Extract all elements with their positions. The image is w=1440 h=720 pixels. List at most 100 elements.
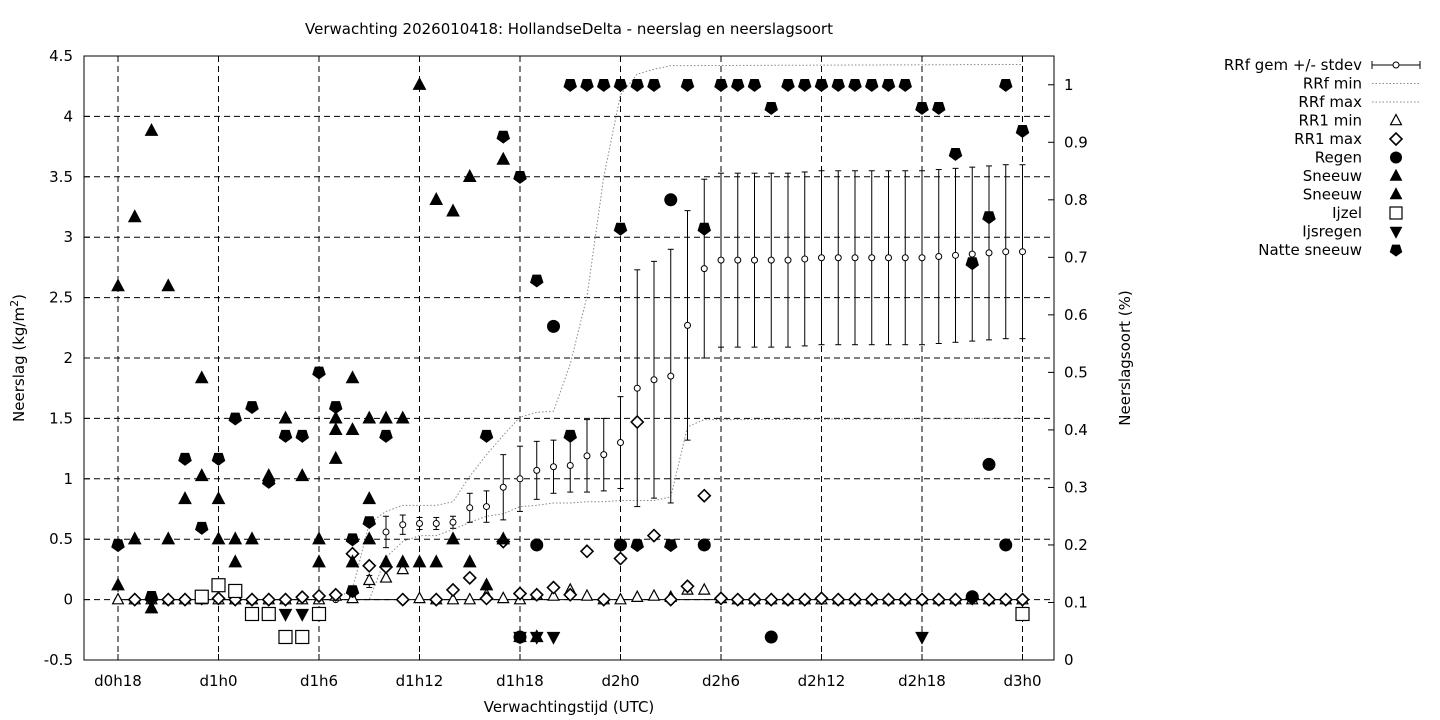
rr1-max-point (395, 592, 410, 607)
legend-label: Ijsregen (1302, 223, 1362, 241)
rrf-mean-point (583, 452, 591, 460)
legend-label: Sneeuw (1303, 186, 1362, 204)
sneeuw-point (312, 554, 326, 568)
x-tick-label: d2h0 (601, 672, 639, 690)
natte-sneeuw-point (228, 412, 242, 426)
sneeuw-point (328, 422, 343, 436)
regen-point (547, 319, 560, 333)
natte-sneeuw-point (915, 102, 929, 115)
y2-tick-label: 0.3 (1064, 478, 1088, 496)
y-tick-label: 2 (63, 349, 73, 367)
natte-sneeuw-point (865, 79, 879, 92)
ijsregen-point (513, 631, 527, 645)
rrf-mean-point (968, 250, 976, 258)
rr1-max-point (529, 587, 544, 602)
natte-sneeuw-point (664, 539, 678, 553)
natte-sneeuw-point (178, 452, 192, 466)
rrf-mean-point (399, 521, 407, 529)
ijzel-point (295, 629, 310, 645)
rr1-max-point (998, 592, 1013, 607)
rrf-mean-point (801, 255, 809, 263)
y-axis-label: Neerslag (kg/m2) (8, 294, 28, 422)
regen-point (664, 193, 678, 207)
ijsregen-point (915, 631, 929, 645)
natte-sneeuw-point (111, 539, 125, 553)
natte-sneeuw-point (345, 533, 360, 547)
sneeuw-point (111, 577, 125, 591)
regen-point (965, 590, 979, 604)
rrf-mean-point (767, 256, 775, 264)
natte-sneeuw-point (144, 591, 159, 604)
y-tick-label: 0 (63, 591, 73, 609)
sneeuw-point (379, 554, 393, 568)
regen-point (530, 538, 544, 552)
natte-sneeuw-point (731, 79, 745, 92)
legend-marker (1389, 226, 1403, 239)
x-tick-label: d2h18 (898, 672, 946, 690)
legend-marker (1389, 244, 1403, 257)
ijsregen-point (295, 608, 310, 622)
rr1-min-point (630, 589, 644, 602)
sneeuw-point (446, 531, 460, 545)
natte-sneeuw-point (295, 429, 309, 443)
x-tick-label: d0h18 (94, 672, 142, 690)
rrf-mean-point (851, 254, 859, 262)
legend-label: RR1 min (1299, 112, 1362, 130)
rrf-mean-point (667, 372, 675, 380)
rr1-max-point (261, 592, 276, 607)
rr1-max-point (579, 544, 595, 559)
natte-sneeuw-point (982, 211, 996, 225)
sneeuw-point (496, 531, 511, 545)
natte-sneeuw-point (798, 79, 812, 92)
x-axis-label: Verwachtingstijd (UTC) (484, 698, 655, 716)
sneeuw-point (295, 468, 310, 482)
sneeuw-point (194, 370, 209, 384)
natte-sneeuw-point (831, 79, 845, 92)
rrf-max-line (118, 63, 1023, 601)
y2-tick-label: 0.5 (1064, 363, 1088, 381)
rrf-mean-point (918, 254, 926, 262)
rrf-mean-point (600, 451, 608, 459)
sneeuw-point (345, 554, 360, 568)
rrf-range-curves (118, 63, 1023, 601)
sneeuw-point (446, 203, 460, 217)
natte-sneeuw-point (764, 102, 778, 115)
rr1-max-point (362, 558, 377, 573)
rr1-max-point (881, 592, 896, 607)
sneeuw-point (395, 410, 410, 424)
legend-label: Sneeuw (1303, 167, 1362, 185)
regen-point (614, 538, 627, 552)
sneeuw-point (429, 192, 444, 205)
natte-sneeuw-point (362, 516, 376, 530)
natte-sneeuw-point (513, 171, 527, 184)
rr1-max-point (730, 592, 745, 607)
sneeuw-point (429, 554, 444, 568)
x-tick-label: d1h12 (396, 672, 444, 690)
rr1-min-point (362, 572, 376, 586)
sneeuw-point (462, 169, 477, 182)
natte-sneeuw-point (613, 79, 628, 92)
rrf-mean-point (483, 503, 490, 511)
natte-sneeuw-point (530, 274, 544, 288)
ijzel-point (211, 578, 226, 593)
rr1-min-point (647, 588, 661, 601)
natte-sneeuw-point (932, 102, 946, 115)
rrf-mean-point (751, 256, 758, 264)
axis-ticks: -0.5 0 0.5 1 1.5 2 2.5 3 3.5 4 4.5 0 0.1 0.2 0.3 0.4 0.5… (44, 47, 1088, 690)
sneeuw-point (278, 410, 293, 424)
sneeuw-point (211, 491, 226, 505)
rrf-mean-point (684, 321, 691, 329)
y2-tick-label: 0.2 (1064, 536, 1088, 554)
rr1-min-point (413, 591, 426, 604)
legend-label: RR1 max (1294, 130, 1362, 148)
rrf-mean-point (617, 439, 624, 447)
rr1-max-point (311, 588, 327, 604)
ijzel-point (194, 589, 209, 604)
y2-tick-label: 0.8 (1064, 191, 1088, 209)
natte-sneeuw-point (479, 429, 494, 443)
natte-sneeuw-point (245, 401, 259, 415)
rrf-mean-point (717, 256, 725, 264)
y2-axis-label: Neerslagsoort (%) (1116, 290, 1134, 425)
sneeuw-point (345, 422, 360, 436)
rr1-max-point (764, 592, 779, 607)
